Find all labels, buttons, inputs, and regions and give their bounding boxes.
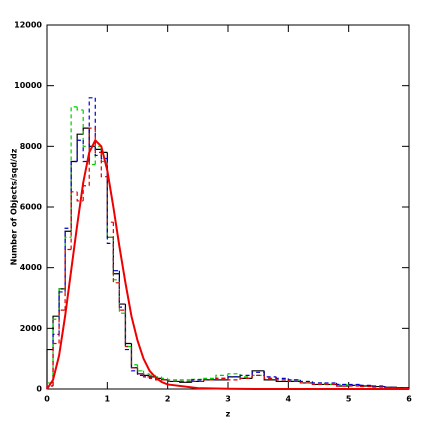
histogram-step [227, 373, 241, 376]
histogram-step [372, 385, 385, 387]
histogram-step [76, 191, 84, 202]
histogram-step [148, 373, 156, 376]
histogram-step [46, 348, 54, 389]
histogram-step [88, 127, 96, 186]
y-tick-label: 6000 [20, 203, 43, 212]
histogram-step [76, 106, 84, 111]
y-tick-label: 8000 [20, 142, 43, 151]
histogram-step [239, 377, 253, 380]
histogram-step [76, 139, 84, 162]
histogram-step [227, 376, 241, 379]
histogram-step [58, 288, 66, 317]
histogram-step [299, 381, 313, 384]
histogram-step [118, 279, 126, 314]
histogram-step [275, 376, 289, 379]
x-tick-label: 6 [406, 395, 412, 404]
histogram-step [155, 375, 162, 378]
histogram-step [112, 243, 120, 272]
x-tick-label: 2 [165, 395, 171, 404]
histogram-step [82, 127, 90, 135]
x-tick-label: 3 [225, 395, 231, 404]
y-tick-label: 0 [36, 385, 42, 394]
histogram-step [203, 377, 216, 380]
histogram-step [70, 160, 78, 229]
histogram-step [287, 379, 301, 383]
histogram-step [70, 106, 78, 238]
histogram-step [52, 315, 60, 350]
x-tick-label: 5 [346, 395, 352, 404]
histogram-step [70, 191, 78, 250]
histogram-step [167, 379, 180, 383]
histogram-step [58, 309, 66, 344]
x-axis-label: z [226, 410, 231, 419]
histogram-step [88, 146, 96, 166]
y-tick-label: 10000 [14, 81, 42, 90]
histogram-step [130, 343, 138, 369]
histogram-step [106, 161, 114, 238]
plot-frame [46, 24, 410, 390]
histogram-step [112, 222, 120, 284]
histogram-step [136, 367, 144, 375]
x-tick-label: 0 [44, 395, 50, 404]
histogram-step [124, 313, 132, 348]
histogram-step [215, 377, 228, 380]
histogram-step [64, 248, 72, 311]
histogram-step [336, 384, 349, 387]
y-tick-label: 4000 [20, 263, 43, 272]
histogram-step [179, 381, 192, 383]
histogram-step [82, 109, 90, 147]
histogram-step [142, 373, 150, 378]
histogram-step [263, 375, 277, 379]
histogram-step [136, 364, 144, 372]
histogram-step [76, 133, 84, 162]
histogram-step [124, 310, 132, 348]
histogram-step [124, 307, 132, 351]
histogram-step [58, 288, 66, 320]
histogram-step [82, 140, 90, 163]
histogram-step [94, 145, 102, 165]
histogram-step [82, 185, 90, 201]
histogram-step [203, 379, 216, 382]
histogram-step [251, 371, 265, 376]
histogram-step [311, 381, 325, 384]
histogram-step [263, 372, 277, 378]
fit-curve [46, 138, 409, 390]
histogram-step [311, 382, 325, 386]
histogram-step [70, 160, 78, 232]
histogram-step [360, 384, 373, 386]
histogram-step [360, 385, 373, 388]
histogram-step [106, 176, 114, 223]
histogram-step [167, 378, 180, 381]
y-axis-label: Number of Objects/sqd/dz [10, 148, 19, 265]
histogram-step [118, 282, 126, 311]
histogram-step [251, 374, 265, 379]
y-tick-label: 12000 [14, 21, 42, 30]
histogram-step [130, 346, 138, 369]
x-tick-label: 4 [286, 395, 292, 404]
y-tick-label: 2000 [20, 324, 43, 333]
histogram-step [94, 97, 102, 157]
histogram-step [299, 379, 313, 383]
x-tick-label: 1 [105, 395, 111, 404]
histogram-step [227, 378, 241, 381]
histogram-step [155, 378, 162, 381]
histogram-step [239, 374, 253, 377]
histogram-step [275, 378, 289, 381]
histogram-step [100, 152, 108, 178]
histogram-step [94, 128, 102, 153]
histogram-step [372, 386, 385, 388]
histogram-step [64, 227, 72, 292]
histogram-step [52, 342, 60, 386]
histogram-step [215, 374, 228, 379]
histogram-step [148, 376, 156, 379]
histogram-step [136, 370, 144, 376]
histogram-step [130, 346, 138, 366]
histogram-step [142, 370, 150, 375]
histogram-step [161, 376, 168, 379]
